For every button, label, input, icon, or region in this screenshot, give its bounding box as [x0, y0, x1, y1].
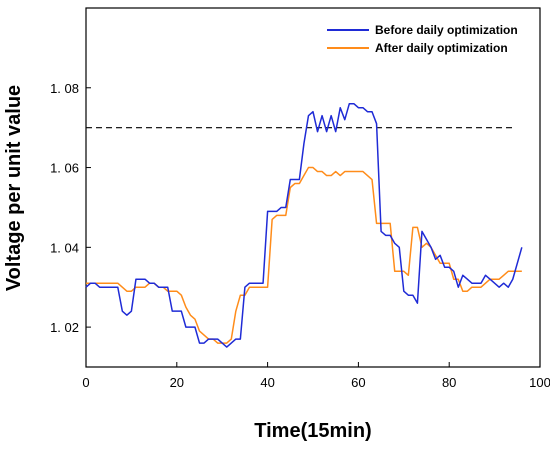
legend-label-after: After daily optimization	[375, 41, 508, 55]
series-line-after	[86, 166, 522, 344]
series-line-before	[85, 102, 523, 348]
y-tick-label: 1. 02	[50, 320, 79, 335]
x-axis-label: Time(15min)	[254, 420, 371, 442]
x-tick-label: 20	[170, 375, 184, 390]
x-tick-label: 60	[351, 375, 365, 390]
series-layer	[85, 102, 523, 348]
x-tick-label: 0	[82, 375, 89, 390]
x-tick-label: 80	[442, 375, 456, 390]
legend-label-before: Before daily optimization	[375, 23, 518, 37]
y-tick-label: 1. 04	[50, 240, 79, 255]
y-tick-label: 1. 06	[50, 161, 79, 176]
x-tick-label: 100	[529, 375, 550, 390]
legend: Before daily optimization After daily op…	[327, 23, 518, 55]
y-axis-label: Voltage per unit value	[3, 85, 25, 291]
y-tick-label: 1. 08	[50, 81, 79, 96]
x-axis: 0 20 40 60 80 100	[82, 362, 550, 390]
plot-frame	[85, 7, 541, 368]
y-axis: 1. 02 1. 04 1. 06 1. 08	[50, 81, 91, 335]
x-tick-label: 40	[260, 375, 274, 390]
